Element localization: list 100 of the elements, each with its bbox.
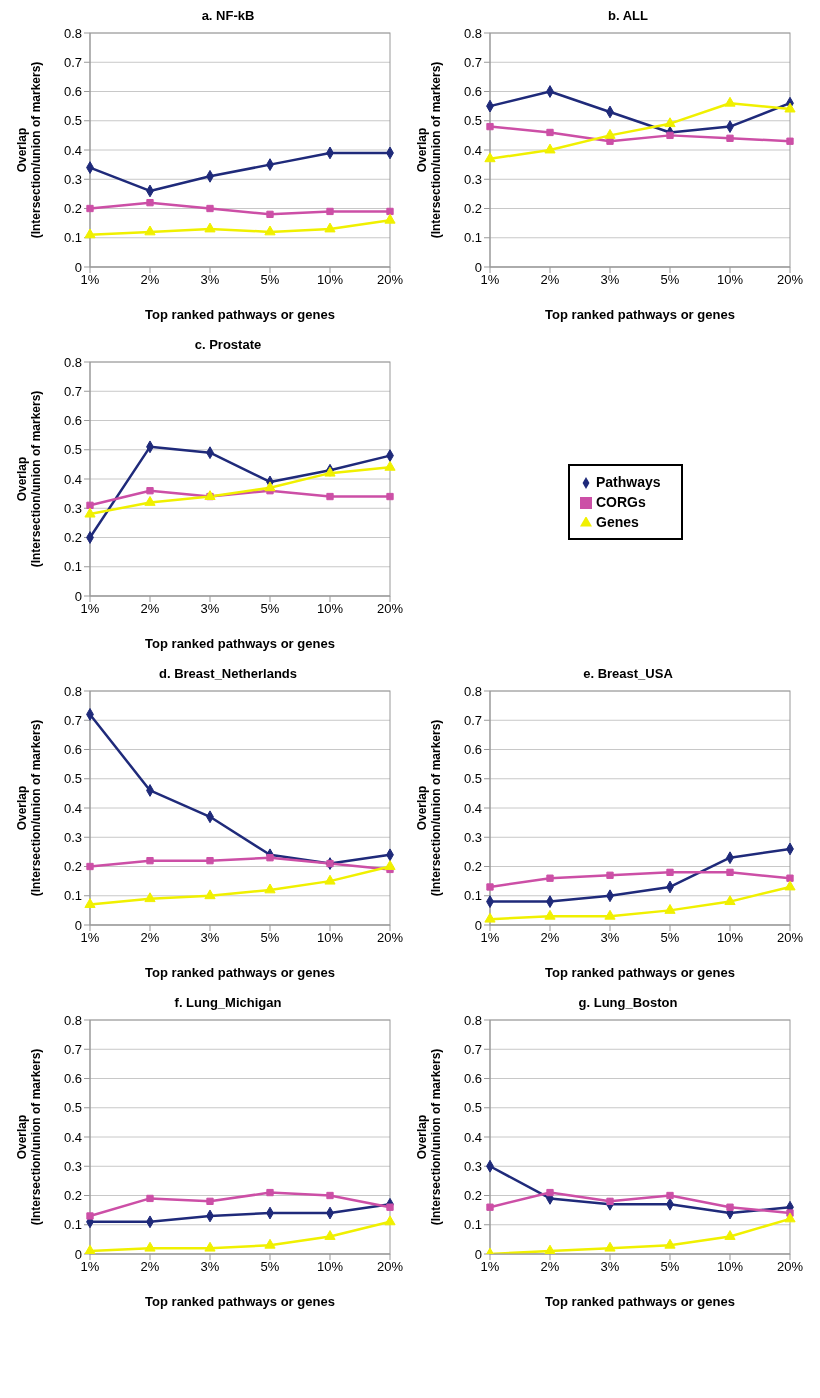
x-tick-label: 20% (376, 1259, 404, 1275)
y-tick-label: 0.4 (63, 1129, 82, 1145)
y-tick-label: 0.7 (63, 1041, 82, 1057)
y-tick-label: 0 (74, 1246, 82, 1262)
x-tick-label: 2% (540, 1259, 560, 1275)
x-tick-label: 10% (316, 601, 344, 617)
x-tick-label: 3% (200, 601, 220, 617)
x-tick-label: 3% (600, 272, 620, 288)
y-tick-label: 0.2 (63, 859, 82, 875)
x-tick-label: 3% (200, 930, 220, 946)
y-tick-label: 0.5 (63, 442, 82, 458)
x-tick-label: 5% (260, 601, 280, 617)
y-tick-label: 0.4 (463, 142, 482, 158)
y-tick-label: 0.8 (463, 1012, 482, 1028)
y-axis-title: Overlap (Intersection/union of markers) (415, 1048, 443, 1226)
y-tick-label: 0.3 (463, 171, 482, 187)
x-axis-title: Top ranked pathways or genes (545, 307, 735, 322)
x-axis-title: Top ranked pathways or genes (145, 307, 335, 322)
x-tick-label: 3% (200, 1259, 220, 1275)
x-tick-label: 1% (480, 930, 500, 946)
x-tick-label: 1% (80, 1259, 100, 1275)
y-tick-label: 0.8 (463, 683, 482, 699)
y-tick-label: 0.4 (463, 800, 482, 816)
y-tick-label: 0.7 (63, 383, 82, 399)
chart-title: e. Breast_USA (582, 666, 674, 681)
y-axis-title: Overlap (Intersection/union of markers) (15, 1048, 43, 1226)
x-tick-label: 1% (480, 1259, 500, 1275)
y-tick-label: 0.1 (463, 1217, 482, 1233)
chart-title: g. Lung_Boston (577, 995, 679, 1010)
x-tick-label: 20% (776, 272, 804, 288)
y-axis-title: Overlap (Intersection/union of markers) (415, 719, 443, 897)
x-tick-label: 2% (140, 930, 160, 946)
y-tick-label: 0.7 (63, 712, 82, 728)
y-tick-label: 0.8 (63, 25, 82, 41)
y-tick-label: 0.5 (463, 113, 482, 129)
y-tick-label: 0 (474, 259, 482, 275)
y-tick-label: 0.3 (463, 1158, 482, 1174)
chart-title: d. Breast_Netherlands (158, 666, 298, 681)
y-tick-label: 0.7 (463, 54, 482, 70)
y-tick-label: 0.1 (63, 559, 82, 575)
y-tick-label: 0.7 (463, 712, 482, 728)
y-tick-label: 0.2 (463, 859, 482, 875)
legend-label: CORGs (596, 494, 646, 510)
x-tick-label: 3% (600, 1259, 620, 1275)
y-tick-label: 0.6 (63, 84, 82, 100)
x-tick-label: 1% (80, 272, 100, 288)
x-tick-label: 10% (316, 272, 344, 288)
x-axis-title: Top ranked pathways or genes (145, 636, 335, 651)
y-tick-label: 0.6 (63, 742, 82, 758)
y-tick-label: 0.6 (63, 1071, 82, 1087)
x-tick-label: 2% (540, 272, 560, 288)
y-tick-label: 0.2 (63, 1188, 82, 1204)
x-tick-label: 3% (600, 930, 620, 946)
y-tick-label: 0.6 (463, 742, 482, 758)
x-tick-label: 5% (260, 930, 280, 946)
y-tick-label: 0.1 (463, 230, 482, 246)
y-tick-label: 0 (474, 917, 482, 933)
y-axis-title: Overlap (Intersection/union of markers) (15, 719, 43, 897)
y-tick-label: 0.8 (63, 1012, 82, 1028)
y-tick-label: 0.2 (63, 201, 82, 217)
y-tick-label: 0.8 (63, 354, 82, 370)
y-tick-label: 0.5 (63, 771, 82, 787)
y-tick-label: 0.6 (463, 1071, 482, 1087)
y-tick-label: 0.7 (63, 54, 82, 70)
x-tick-label: 5% (260, 272, 280, 288)
y-axis-title: Overlap (Intersection/union of markers) (15, 61, 43, 239)
x-tick-label: 2% (140, 601, 160, 617)
x-tick-label: 10% (716, 272, 744, 288)
x-tick-label: 1% (80, 930, 100, 946)
y-tick-label: 0.1 (63, 230, 82, 246)
x-tick-label: 10% (716, 1259, 744, 1275)
y-tick-label: 0.5 (463, 771, 482, 787)
x-tick-label: 20% (776, 1259, 804, 1275)
x-tick-label: 20% (776, 930, 804, 946)
y-tick-label: 0 (74, 917, 82, 933)
y-tick-label: 0.5 (463, 1100, 482, 1116)
y-tick-label: 0.3 (63, 1158, 82, 1174)
x-tick-label: 10% (716, 930, 744, 946)
x-tick-label: 2% (140, 272, 160, 288)
x-axis-title: Top ranked pathways or genes (145, 1294, 335, 1309)
x-tick-label: 5% (660, 272, 680, 288)
x-tick-label: 20% (376, 930, 404, 946)
y-tick-label: 0.2 (63, 530, 82, 546)
chart-title: c. Prostate (193, 337, 263, 352)
x-tick-label: 2% (540, 930, 560, 946)
legend-label: Pathways (596, 474, 661, 490)
x-axis-title: Top ranked pathways or genes (145, 965, 335, 980)
y-tick-label: 0.6 (463, 84, 482, 100)
x-tick-label: 1% (480, 272, 500, 288)
y-tick-label: 0.4 (63, 471, 82, 487)
y-tick-label: 0.8 (463, 25, 482, 41)
y-tick-label: 0.1 (63, 888, 82, 904)
x-tick-label: 10% (316, 930, 344, 946)
y-tick-label: 0.5 (63, 1100, 82, 1116)
y-tick-label: 0.6 (63, 413, 82, 429)
y-tick-label: 0.7 (463, 1041, 482, 1057)
x-tick-label: 20% (376, 272, 404, 288)
x-tick-label: 10% (316, 1259, 344, 1275)
x-axis-title: Top ranked pathways or genes (545, 1294, 735, 1309)
legend-label: Genes (596, 514, 639, 530)
